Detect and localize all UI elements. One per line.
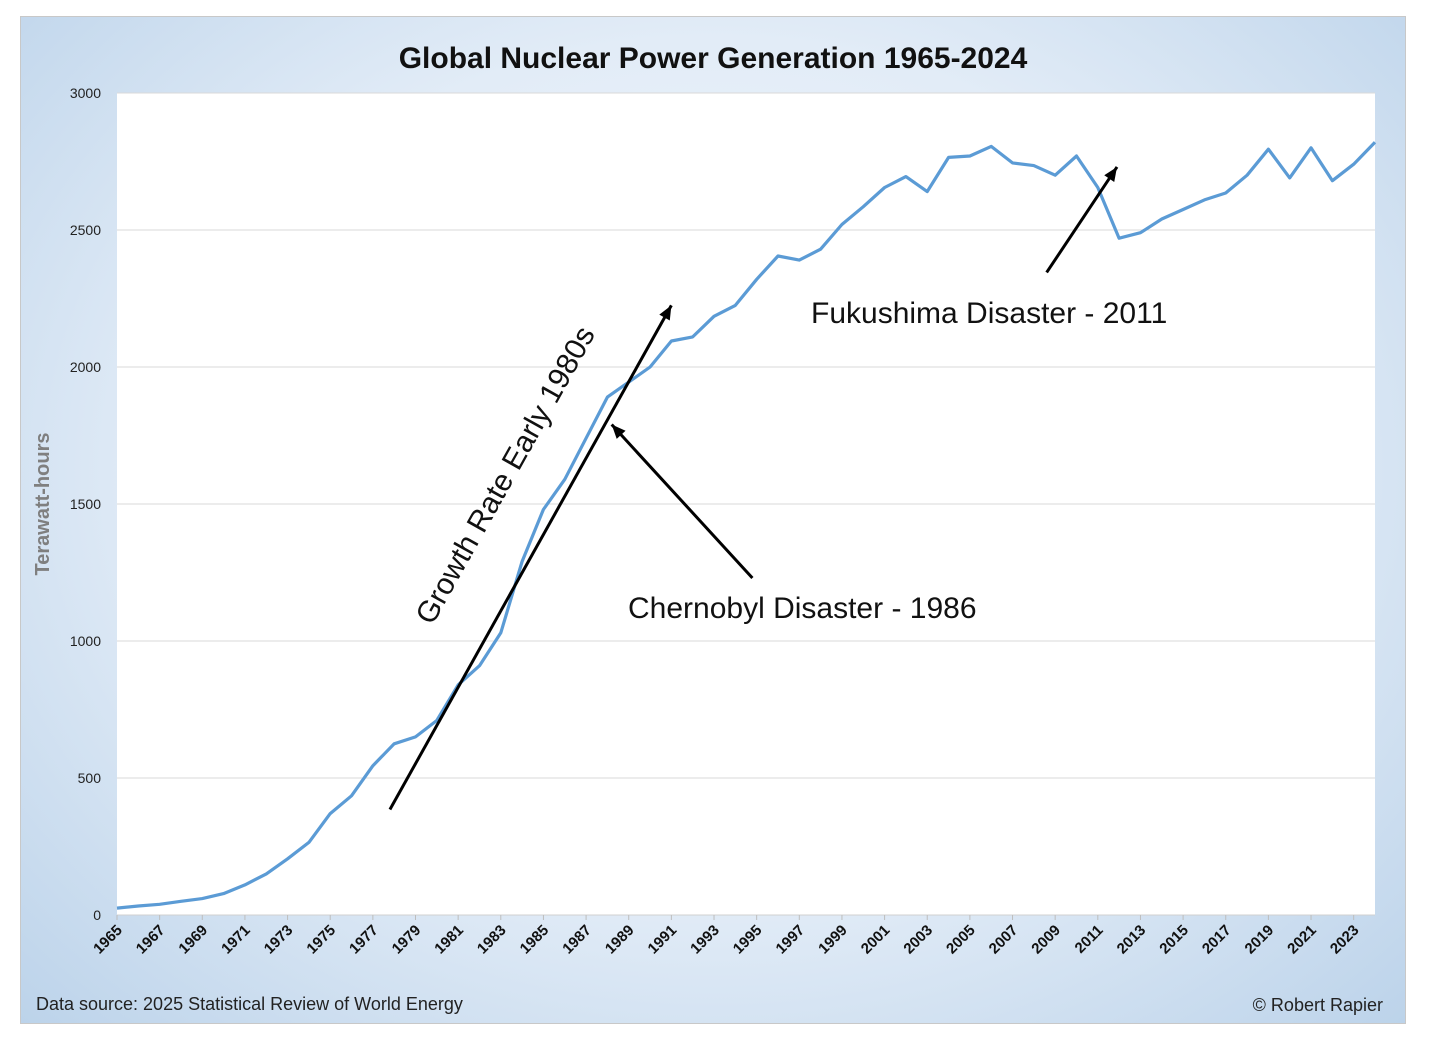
x-tick-label: 2011 xyxy=(1072,922,1107,957)
x-axis-ticks: 1965 1967 1969 1971 1973 1975 1977 1979 1981 1983… xyxy=(90,915,1363,958)
y-tick-label: 1000 xyxy=(70,633,101,649)
fukushima-arrow-head xyxy=(1104,166,1118,182)
copyright-note: © Robert Rapier xyxy=(1253,995,1383,1015)
x-tick-label: 2013 xyxy=(1114,922,1150,958)
x-tick-label: 1975 xyxy=(303,922,339,958)
x-tick-label: 2005 xyxy=(943,922,979,958)
x-tick-label: 1987 xyxy=(559,922,595,958)
chernobyl-arrow-head xyxy=(611,424,626,439)
chart-svg: Global Nuclear Power Generation 1965-202… xyxy=(32,42,1383,1015)
y-tick-label: 0 xyxy=(93,907,101,923)
gridlines xyxy=(117,92,1375,779)
growth-rate-arrow-shaft xyxy=(388,304,673,811)
y-tick-label: 500 xyxy=(78,770,102,786)
fukushima-annotation: Fukushima Disaster - 2011 xyxy=(811,297,1167,330)
chart-title: Global Nuclear Power Generation 1965-202… xyxy=(399,42,1028,75)
x-tick-label: 2009 xyxy=(1028,922,1064,958)
series-line-nuclear xyxy=(116,141,1377,910)
chernobyl-arrow-shaft xyxy=(610,423,754,579)
x-tick-label: 1971 xyxy=(218,922,254,958)
y-tick-label: 2500 xyxy=(70,222,101,238)
x-tick-label: 1997 xyxy=(773,922,809,958)
x-tick-label: 1973 xyxy=(261,922,297,958)
y-axis-ticks: 0 500 1000 1500 2000 2500 3000 xyxy=(70,85,101,923)
x-tick-label: 1983 xyxy=(474,922,510,958)
x-tick-label: 1979 xyxy=(389,922,425,958)
x-tick-label: 1999 xyxy=(815,922,851,958)
x-tick-label: 2003 xyxy=(900,922,936,958)
data-source-note: Data source: 2025 Statistical Review of … xyxy=(36,994,463,1014)
y-tick-label: 3000 xyxy=(70,85,101,101)
x-tick-label: 1981 xyxy=(431,922,467,958)
x-tick-label: 2007 xyxy=(986,922,1022,958)
chernobyl-annotation: Chernobyl Disaster - 1986 xyxy=(628,592,977,625)
x-tick-label: 1965 xyxy=(90,922,126,958)
x-tick-label: 2023 xyxy=(1327,922,1363,958)
x-tick-label: 1995 xyxy=(730,922,766,958)
x-tick-label: 2021 xyxy=(1284,922,1320,958)
x-tick-label: 1989 xyxy=(602,922,638,958)
y-axis-label: Terawatt-hours xyxy=(32,433,54,576)
x-tick-label: 2001 xyxy=(858,922,894,958)
x-tick-label: 1991 xyxy=(645,922,681,958)
x-tick-label: 2017 xyxy=(1199,922,1235,958)
x-tick-label: 2015 xyxy=(1156,922,1192,958)
x-tick-label: 1977 xyxy=(346,922,382,958)
chart-frame: Global Nuclear Power Generation 1965-202… xyxy=(20,16,1406,1024)
x-tick-label: 1967 xyxy=(133,922,169,958)
fukushima-arrow-shaft xyxy=(1045,166,1119,274)
x-tick-label: 1969 xyxy=(175,922,211,958)
y-tick-label: 2000 xyxy=(70,359,101,375)
x-tick-label: 1993 xyxy=(687,922,723,958)
y-tick-label: 1500 xyxy=(70,496,101,512)
growth-rate-arrow-head xyxy=(659,305,672,321)
x-tick-label: 2019 xyxy=(1242,922,1278,958)
x-tick-label: 1985 xyxy=(517,922,553,958)
